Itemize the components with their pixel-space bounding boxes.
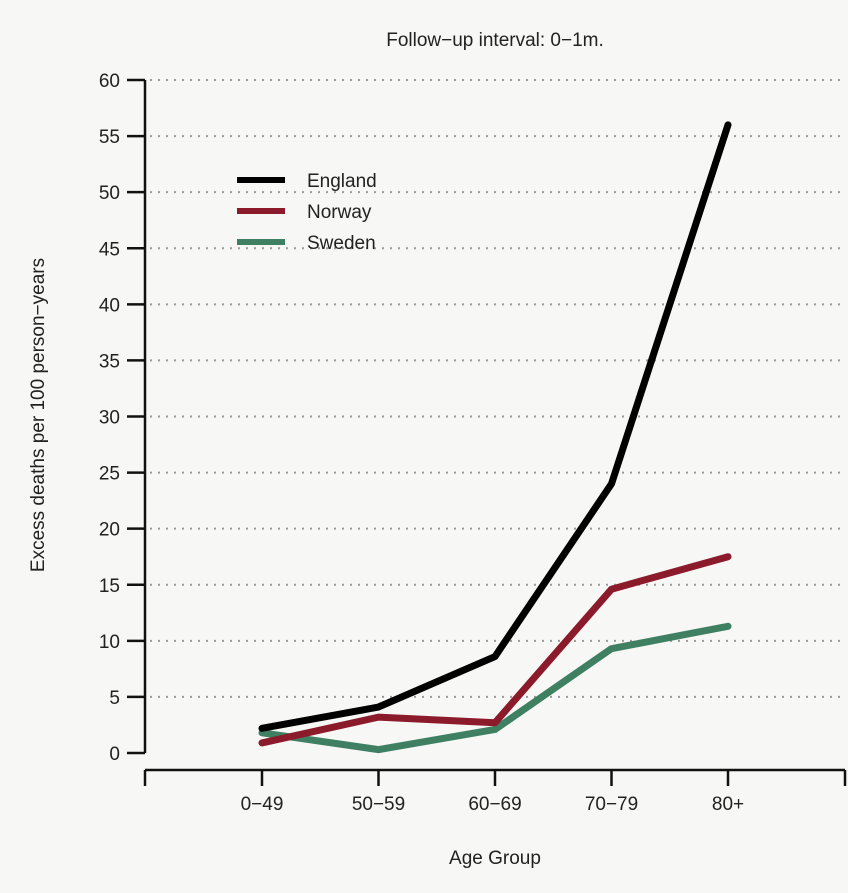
y-tick-label: 50 [99, 183, 120, 204]
y-tick-label: 0 [109, 744, 120, 765]
y-tick-label: 60 [99, 71, 120, 92]
x-tick-label: 60−69 [468, 794, 521, 815]
y-tick-label: 55 [99, 127, 120, 148]
y-tick-label: 40 [99, 295, 120, 316]
series-line-england [258, 121, 732, 732]
y-tick-label: 30 [99, 408, 120, 429]
x-tick-label: 80+ [712, 794, 744, 815]
y-axis-label: Excess deaths per 100 person−years [28, 258, 49, 572]
legend: England Norway Sweden [237, 171, 377, 254]
x-axis-label: Age Group [449, 848, 541, 869]
x-tick-label: 0−49 [241, 794, 284, 815]
series-line-norway [258, 553, 732, 747]
y-tick-label: 20 [99, 520, 120, 541]
gridlines [150, 79, 845, 698]
series-lines [258, 121, 732, 754]
x-tick-label: 70−79 [585, 794, 638, 815]
x-ticks: 0−49 50−59 60−69 70−79 80+ [143, 770, 847, 815]
y-ticks: 0 5 10 15 20 25 30 35 40 45 50 55 60 [99, 71, 145, 765]
series-line-sweden [258, 622, 732, 754]
x-tick-label: 50−59 [352, 794, 405, 815]
legend-label-england: England [307, 171, 377, 192]
legend-label-norway: Norway [307, 202, 372, 223]
y-tick-label: 10 [99, 632, 120, 653]
y-tick-label: 45 [99, 239, 120, 260]
y-tick-label: 35 [99, 351, 120, 372]
legend-label-sweden: Sweden [307, 233, 376, 254]
y-tick-label: 5 [109, 688, 120, 709]
chart-title: Follow−up interval: 0−1m. [386, 30, 604, 51]
y-tick-label: 15 [99, 576, 120, 597]
y-tick-label: 25 [99, 464, 120, 485]
